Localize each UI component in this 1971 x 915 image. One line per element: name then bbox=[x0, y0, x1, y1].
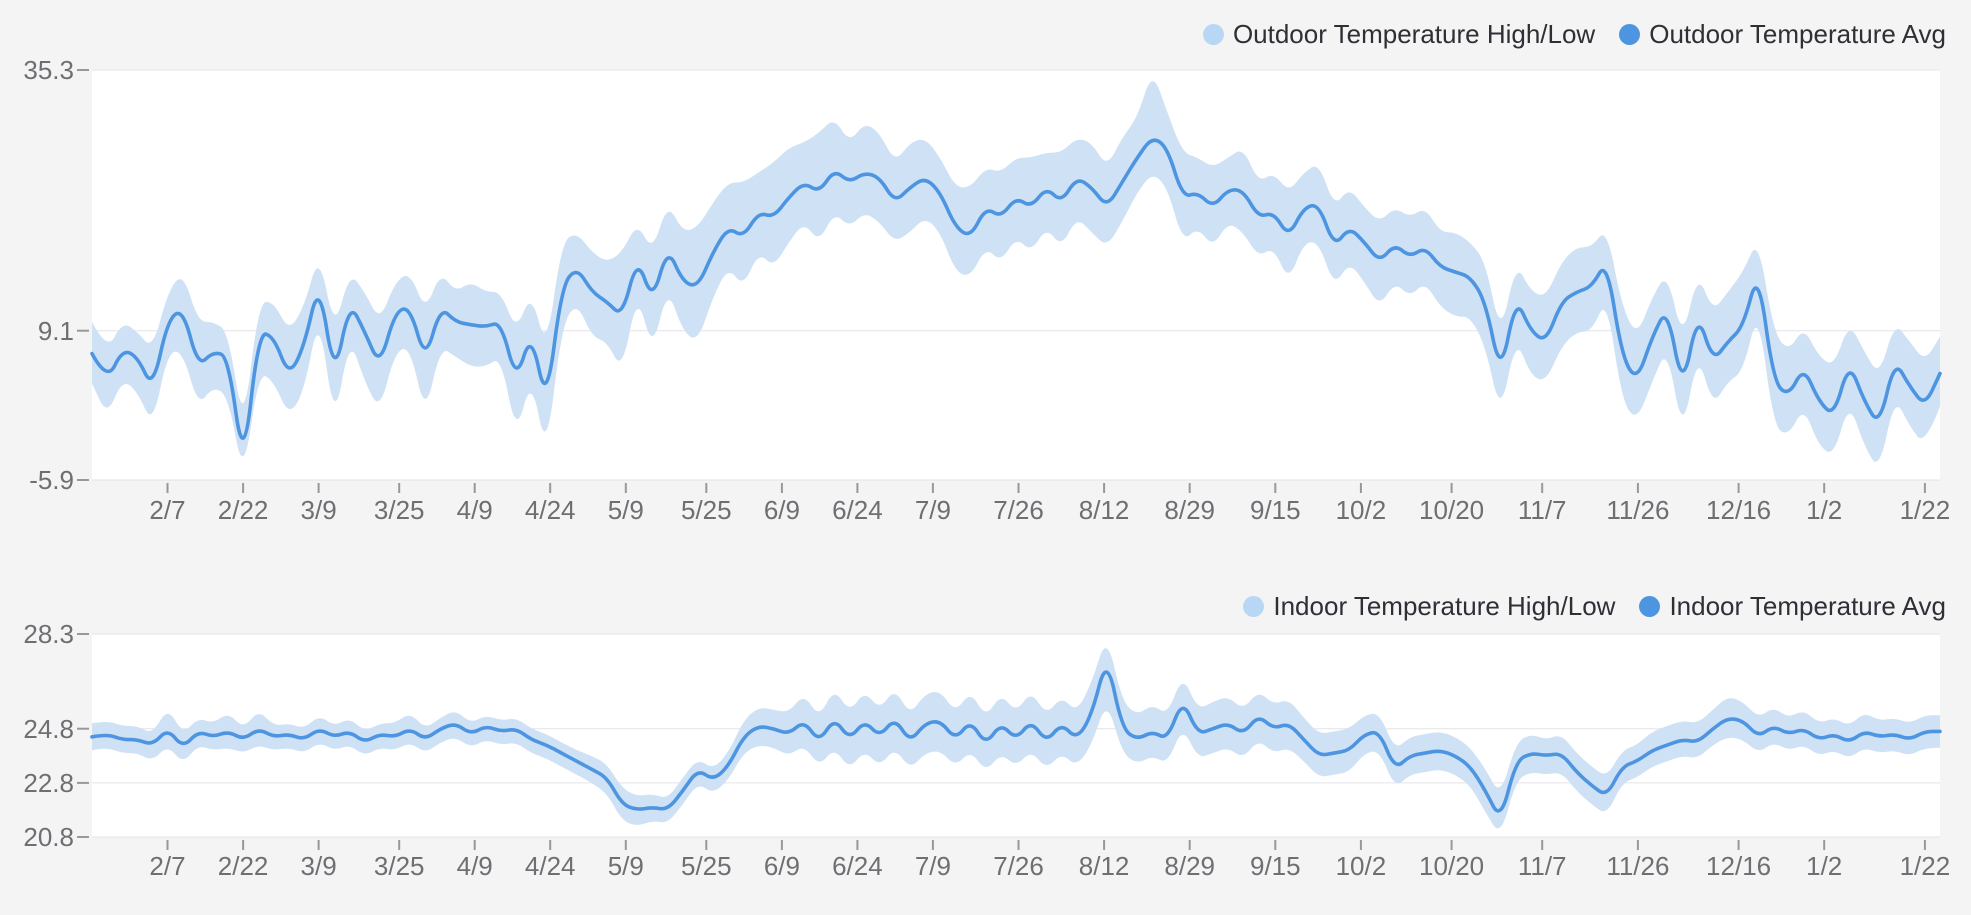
x-tick-label: 1/2 bbox=[1806, 851, 1843, 881]
x-tick-label: 7/26 bbox=[993, 495, 1044, 525]
x-tick-label: 8/29 bbox=[1164, 495, 1215, 525]
x-tick-label: 3/25 bbox=[373, 851, 425, 881]
x-tick-label: 6/9 bbox=[763, 851, 800, 881]
x-tick-label: 4/9 bbox=[456, 495, 493, 525]
outdoor-highlow-dot-icon bbox=[1202, 23, 1224, 45]
x-tick-label: 9/15 bbox=[1249, 495, 1301, 525]
x-tick-label: 11/7 bbox=[1517, 851, 1567, 881]
x-tick-label: 8/12 bbox=[1078, 851, 1130, 881]
x-tick-label: 1/22 bbox=[1899, 495, 1951, 525]
y-tick-label: 35.3 bbox=[23, 55, 74, 85]
legend-item-outdoor-highlow[interactable]: Outdoor Temperature High/Low bbox=[1202, 18, 1596, 50]
legend-indoor: Indoor Temperature High/Low Indoor Tempe… bbox=[1243, 586, 1946, 626]
x-tick-label: 5/25 bbox=[680, 851, 732, 881]
x-tick-label: 10/20 bbox=[1419, 495, 1485, 525]
legend-label-outdoor-avg: Outdoor Temperature Avg bbox=[1649, 18, 1946, 49]
x-tick-label: 1/2 bbox=[1806, 495, 1843, 525]
y-tick-label: 24.8 bbox=[23, 714, 74, 744]
x-tick-label: 4/24 bbox=[524, 495, 576, 525]
x-tick-label: 10/2 bbox=[1335, 851, 1387, 881]
x-tick-label: 10/2 bbox=[1335, 495, 1387, 525]
indoor-highlow-band bbox=[92, 648, 1940, 829]
x-tick-label: 7/9 bbox=[914, 495, 951, 525]
x-tick-label: 9/15 bbox=[1249, 851, 1301, 881]
x-tick-label: 2/7 bbox=[149, 851, 186, 881]
outdoor-avg-line bbox=[90, 138, 1942, 440]
x-tick-label: 7/26 bbox=[993, 851, 1044, 881]
outdoor-highlow-band bbox=[92, 81, 1940, 462]
y-tick-label: 9.1 bbox=[37, 316, 74, 346]
x-tick-label: 4/24 bbox=[524, 851, 576, 881]
legend-label-indoor-highlow: Indoor Temperature High/Low bbox=[1273, 590, 1616, 621]
y-tick-label: 22.8 bbox=[23, 768, 74, 798]
y-tick-label: 20.8 bbox=[23, 822, 74, 852]
x-tick-label: 2/22 bbox=[217, 495, 269, 525]
x-tick-label: 1/22 bbox=[1899, 851, 1951, 881]
x-tick-label: 12/16 bbox=[1706, 495, 1772, 525]
legend-item-indoor-highlow[interactable]: Indoor Temperature High/Low bbox=[1243, 591, 1615, 622]
x-tick-label: 6/9 bbox=[763, 495, 800, 525]
x-tick-label: 8/12 bbox=[1078, 495, 1130, 525]
x-tick-label: 6/24 bbox=[832, 495, 883, 525]
legend-label-indoor-avg: Indoor Temperature Avg bbox=[1669, 590, 1946, 621]
legend-item-outdoor-avg[interactable]: Outdoor Temperature Avg bbox=[1619, 19, 1946, 50]
x-tick-label: 5/9 bbox=[607, 495, 644, 525]
x-tick-label: 11/26 bbox=[1606, 495, 1670, 525]
x-tick-label: 3/25 bbox=[373, 495, 425, 525]
indoor-highlow-dot-icon bbox=[1243, 595, 1265, 617]
x-tick-label: 5/25 bbox=[680, 495, 732, 525]
x-tick-label: 8/29 bbox=[1164, 851, 1215, 881]
y-tick-label: -5.9 bbox=[29, 465, 74, 495]
x-tick-label: 6/24 bbox=[832, 851, 883, 881]
legend-item-indoor-avg[interactable]: Indoor Temperature Avg bbox=[1639, 591, 1946, 622]
legend-outdoor: Outdoor Temperature High/Low Outdoor Tem… bbox=[1202, 14, 1946, 54]
x-tick-label: 3/9 bbox=[300, 851, 337, 881]
x-tick-label: 10/20 bbox=[1419, 851, 1485, 881]
indoor-avg-line bbox=[90, 670, 1942, 813]
x-tick-label: 7/9 bbox=[914, 851, 951, 881]
indoor-avg-dot-icon bbox=[1639, 595, 1661, 617]
x-tick-label: 11/26 bbox=[1606, 851, 1670, 881]
x-tick-label: 2/7 bbox=[149, 495, 186, 525]
x-tick-label: 5/9 bbox=[607, 851, 644, 881]
x-tick-label: 2/22 bbox=[217, 851, 269, 881]
legend-label-outdoor-highlow: Outdoor Temperature High/Low bbox=[1232, 18, 1596, 49]
outdoor-avg-dot-icon bbox=[1619, 23, 1641, 45]
x-tick-label: 11/7 bbox=[1517, 495, 1567, 525]
y-tick-label: 28.3 bbox=[23, 619, 74, 649]
x-tick-label: 12/16 bbox=[1706, 851, 1772, 881]
plot-area-outdoor[interactable] bbox=[92, 70, 1940, 480]
x-tick-label: 4/9 bbox=[456, 851, 493, 881]
x-tick-label: 3/9 bbox=[300, 495, 337, 525]
